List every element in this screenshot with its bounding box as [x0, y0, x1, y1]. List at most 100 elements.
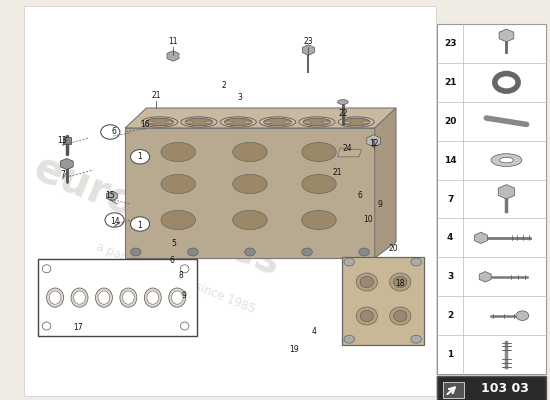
Ellipse shape: [260, 117, 296, 127]
Ellipse shape: [389, 273, 411, 291]
Ellipse shape: [342, 118, 370, 126]
Ellipse shape: [96, 288, 112, 307]
Text: 1: 1: [138, 152, 142, 161]
Ellipse shape: [322, 121, 331, 124]
Ellipse shape: [302, 142, 336, 162]
Ellipse shape: [233, 174, 267, 194]
Text: 15: 15: [106, 191, 115, 200]
Text: 20: 20: [444, 117, 456, 126]
Text: 4: 4: [447, 233, 453, 242]
Ellipse shape: [394, 310, 407, 322]
Ellipse shape: [303, 121, 311, 124]
Ellipse shape: [161, 142, 196, 162]
Bar: [63, 137, 71, 144]
Circle shape: [411, 258, 421, 266]
Ellipse shape: [42, 265, 51, 273]
Circle shape: [105, 213, 124, 227]
Text: 24: 24: [342, 144, 352, 153]
Polygon shape: [37, 259, 197, 336]
Ellipse shape: [50, 291, 61, 304]
Text: eurospares: eurospares: [28, 147, 287, 285]
Text: 19: 19: [289, 346, 299, 354]
Ellipse shape: [185, 121, 194, 124]
Ellipse shape: [233, 142, 267, 162]
Ellipse shape: [142, 117, 178, 127]
Ellipse shape: [283, 121, 292, 124]
Text: 5: 5: [172, 239, 177, 248]
Text: 13: 13: [58, 136, 67, 145]
Circle shape: [302, 248, 312, 256]
Text: 9: 9: [378, 200, 382, 209]
FancyBboxPatch shape: [24, 6, 436, 396]
Ellipse shape: [302, 210, 336, 230]
Circle shape: [344, 258, 355, 266]
Ellipse shape: [185, 118, 213, 126]
Text: 1: 1: [447, 350, 453, 359]
Ellipse shape: [180, 322, 189, 330]
Ellipse shape: [144, 288, 161, 307]
Text: 7: 7: [60, 170, 65, 178]
Ellipse shape: [224, 121, 233, 124]
Circle shape: [359, 248, 370, 256]
Text: 23: 23: [304, 38, 313, 46]
Text: 6: 6: [111, 127, 116, 136]
Circle shape: [130, 248, 141, 256]
Text: 3: 3: [447, 272, 453, 281]
Ellipse shape: [360, 310, 373, 322]
Ellipse shape: [389, 307, 411, 325]
Ellipse shape: [146, 121, 155, 124]
Ellipse shape: [98, 291, 110, 304]
Ellipse shape: [165, 121, 173, 124]
Text: 2: 2: [221, 82, 226, 90]
Ellipse shape: [338, 100, 348, 104]
Circle shape: [188, 248, 198, 256]
Text: 3: 3: [237, 94, 242, 102]
Ellipse shape: [172, 291, 183, 304]
Text: 11: 11: [168, 38, 178, 46]
Text: 21: 21: [444, 78, 456, 87]
Text: 8: 8: [179, 271, 183, 280]
FancyBboxPatch shape: [437, 376, 546, 400]
Polygon shape: [338, 148, 361, 157]
Text: 6: 6: [169, 256, 174, 265]
Text: 23: 23: [444, 39, 456, 48]
Ellipse shape: [71, 288, 88, 307]
Text: a part of your life since 1985: a part of your life since 1985: [94, 240, 257, 316]
Ellipse shape: [42, 322, 51, 330]
Circle shape: [245, 248, 255, 256]
Text: 16: 16: [141, 120, 150, 129]
Ellipse shape: [161, 174, 196, 194]
Ellipse shape: [394, 276, 407, 288]
Circle shape: [516, 311, 529, 320]
Ellipse shape: [244, 121, 252, 124]
Ellipse shape: [180, 265, 189, 273]
Circle shape: [344, 335, 355, 343]
Text: 21: 21: [333, 168, 342, 177]
Text: 12: 12: [369, 140, 378, 148]
Ellipse shape: [338, 117, 374, 127]
Text: 22: 22: [338, 110, 348, 118]
Ellipse shape: [361, 121, 370, 124]
Circle shape: [130, 150, 150, 164]
Ellipse shape: [147, 291, 158, 304]
Polygon shape: [443, 382, 464, 398]
Ellipse shape: [204, 121, 213, 124]
Text: 17: 17: [74, 323, 83, 332]
Ellipse shape: [499, 157, 513, 163]
FancyBboxPatch shape: [437, 24, 546, 374]
Ellipse shape: [220, 117, 256, 127]
Text: 14: 14: [110, 218, 119, 226]
Text: 103 03: 103 03: [481, 382, 529, 395]
Ellipse shape: [356, 307, 377, 325]
Ellipse shape: [146, 118, 173, 126]
Ellipse shape: [302, 174, 336, 194]
Text: 9: 9: [181, 291, 186, 300]
Ellipse shape: [299, 117, 335, 127]
Circle shape: [101, 125, 120, 139]
Ellipse shape: [169, 288, 186, 307]
Ellipse shape: [356, 273, 377, 291]
Ellipse shape: [224, 118, 252, 126]
Circle shape: [411, 335, 421, 343]
Ellipse shape: [491, 154, 522, 166]
Text: 20: 20: [388, 244, 398, 253]
